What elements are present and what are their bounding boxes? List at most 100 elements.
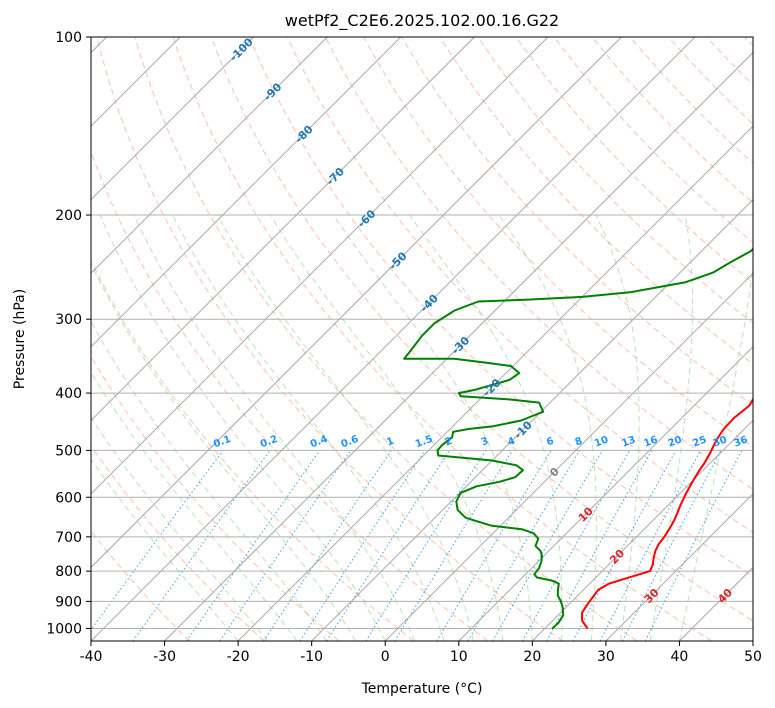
isotherm-line xyxy=(237,125,753,641)
moist-adiabat xyxy=(678,262,753,641)
moist-adiabat xyxy=(91,320,327,641)
mixing-ratio-label: 3 xyxy=(480,436,490,449)
y-tick-label: 400 xyxy=(55,386,82,402)
isotherm-label: 20 xyxy=(607,547,627,567)
y-tick-label: 800 xyxy=(55,564,82,580)
mixing-ratio-line xyxy=(91,450,224,631)
dry-adiabat xyxy=(591,37,753,204)
mixing-ratio-line xyxy=(599,450,702,641)
mixing-ratio-label: 36 xyxy=(733,435,750,450)
y-tick-label: 300 xyxy=(55,312,82,328)
isotherm-line xyxy=(311,199,753,641)
mixing-ratio-label: 10 xyxy=(593,434,610,449)
dry-adiabat xyxy=(325,37,753,490)
mixing-ratio-label: 0.6 xyxy=(340,434,360,450)
mixing-ratio-label: 13 xyxy=(620,434,637,449)
x-tick-label: 10 xyxy=(450,649,468,665)
dry-adiabat xyxy=(553,37,753,244)
mixing-ratio-line xyxy=(263,450,392,641)
y-tick-label: 1000 xyxy=(46,621,82,637)
dewpoint-line xyxy=(403,247,753,630)
dry-adiabat xyxy=(744,37,753,47)
x-tick-label: -30 xyxy=(153,649,176,665)
y-axis: 100 200 300 400 500 600 700 800 900 1000 xyxy=(46,30,91,637)
dry-adiabat xyxy=(401,37,753,406)
mixing-ratio-line xyxy=(572,450,677,641)
isotherm-label: -90 xyxy=(261,80,284,103)
mixing-ratio-label: 25 xyxy=(691,435,708,450)
mixing-ratio-line xyxy=(644,450,743,641)
dry-adiabat xyxy=(91,150,489,641)
plot-frame xyxy=(90,36,754,642)
mixing-ratio-label: 4 xyxy=(506,436,516,449)
x-tick-label: 0 xyxy=(381,649,390,665)
isotherm-label: -100 xyxy=(227,35,256,64)
dry-adiabat xyxy=(210,37,753,622)
moist-adiabat xyxy=(91,371,298,641)
mixing-ratio-line xyxy=(365,450,487,641)
moist-adiabat xyxy=(133,214,416,641)
x-tick-label: 50 xyxy=(744,649,762,665)
moist-adiabat xyxy=(99,214,386,641)
y-axis-label: Pressure (hPa) xyxy=(12,289,28,389)
isotherm-line xyxy=(91,37,402,348)
moist-adiabat xyxy=(216,214,474,641)
isotherm-label: 40 xyxy=(715,586,735,606)
isotherm-label: -20 xyxy=(480,376,503,399)
isotherm-line xyxy=(384,272,753,641)
x-tick-label: -20 xyxy=(227,649,250,665)
moist-adiabat xyxy=(91,416,268,641)
mixing-ratio-line xyxy=(546,450,653,641)
moist-adiabat xyxy=(595,214,640,641)
isotherm-label: 0 xyxy=(547,465,562,480)
isotherm-label: -40 xyxy=(418,292,441,315)
temperature-line xyxy=(581,397,753,630)
dry-adiabat xyxy=(477,37,753,324)
isotherm-line xyxy=(91,37,549,495)
y-tick-label: 700 xyxy=(55,530,82,546)
mixing-ratio-label: 2 xyxy=(444,436,454,449)
isotherm-label: 10 xyxy=(576,504,596,524)
moist-adiabat xyxy=(171,214,445,641)
dry-adiabat xyxy=(668,37,753,125)
background-lines xyxy=(91,37,753,641)
x-axis-label: Temperature (°C) xyxy=(361,681,483,697)
mixing-ratio-label: 30 xyxy=(712,435,729,450)
dry-adiabat xyxy=(515,37,753,284)
dry-adiabat xyxy=(286,37,753,534)
x-tick-label: 40 xyxy=(671,649,689,665)
mixing-ratio-line xyxy=(186,450,321,641)
mixing-ratio-label: 20 xyxy=(667,434,684,449)
dry-adiabat xyxy=(629,37,753,165)
moist-adiabat xyxy=(408,214,563,641)
x-tick-label: -40 xyxy=(80,649,103,665)
moist-adiabat xyxy=(649,214,693,641)
dry-adiabat xyxy=(91,355,340,641)
dry-adiabat xyxy=(91,259,414,641)
dry-adiabat xyxy=(706,37,753,86)
moist-adiabat xyxy=(269,214,504,641)
x-tick-label: -10 xyxy=(300,649,323,665)
isotherm-line xyxy=(532,419,753,641)
isotherm-line xyxy=(91,37,328,274)
mixing-ratio-label: 0.1 xyxy=(212,434,232,450)
y-tick-label: 600 xyxy=(55,490,82,506)
moist-adiabat xyxy=(91,458,239,641)
isotherm-line xyxy=(91,37,622,569)
isotherm-line xyxy=(458,346,753,641)
isotherm-label: -70 xyxy=(324,165,347,188)
dry-adiabat xyxy=(96,37,563,641)
dry-adiabat xyxy=(134,37,638,641)
mixing-ratio-label: 8 xyxy=(574,436,584,449)
mixing-ratio-label: 16 xyxy=(642,434,659,449)
isotherm-label: -50 xyxy=(386,249,409,272)
mixing-ratio-label: 0.4 xyxy=(309,434,329,450)
dry-adiabat xyxy=(91,444,265,641)
mixing-ratio-label: 0.2 xyxy=(259,434,279,450)
mixing-ratio-line xyxy=(219,450,352,641)
chart-title: wetPf2_C2E6.2025.102.00.16.G22 xyxy=(285,11,559,31)
mixing-ratio-line xyxy=(394,450,513,641)
mixing-ratio-label: 1 xyxy=(385,436,395,449)
isotherm-line xyxy=(164,51,753,641)
